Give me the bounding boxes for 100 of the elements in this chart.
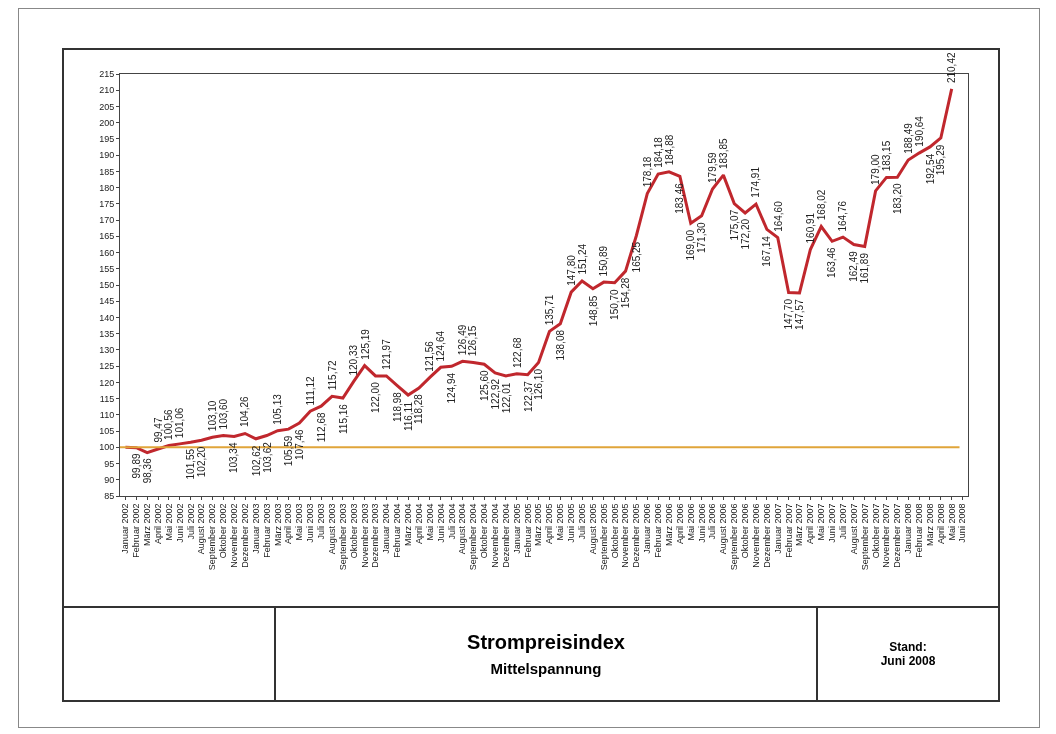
x-tick-label: Februar 2006	[653, 503, 664, 558]
data-label: 121,56	[424, 340, 436, 372]
data-label: 122,01	[500, 382, 512, 414]
x-tick-label: Juli 2006	[707, 503, 718, 540]
x-tick-label: Dezember 2004	[500, 503, 511, 568]
y-tick-label: 130	[99, 345, 115, 356]
y-tick-label: 120	[99, 377, 115, 388]
x-tick-label: Oktober 2007	[870, 503, 881, 559]
data-label: 100,56	[162, 408, 174, 440]
x-tick-label: August 2006	[718, 503, 729, 555]
x-tick-label: Juli 2004	[446, 503, 457, 540]
data-label: 104,26	[239, 395, 251, 428]
data-label: 126,15	[467, 325, 479, 357]
y-tick-label: 145	[99, 296, 115, 307]
x-tick-label: Februar 2003	[261, 503, 272, 558]
data-label: 147,80	[565, 254, 577, 286]
data-label: 112,68	[315, 412, 327, 443]
x-tick-label: Mai 2008	[946, 503, 957, 541]
y-tick-label: 110	[99, 410, 115, 420]
data-label: 103,34	[228, 442, 240, 474]
y-tick-label: 200	[99, 117, 115, 128]
x-tick-label: Oktober 2006	[740, 503, 751, 559]
x-tick-label: August 2004	[457, 503, 468, 555]
data-label: 192,54	[924, 153, 936, 185]
data-label: 183,20	[891, 183, 903, 215]
x-tick-label: März 2007	[794, 503, 805, 547]
x-tick-label: März 2003	[272, 503, 283, 547]
data-label: 125,60	[478, 369, 490, 401]
x-tick-label: Juni 2003	[305, 503, 316, 543]
x-tick-label: August 2007	[848, 503, 859, 555]
data-label: 138,08	[555, 329, 567, 361]
y-tick-label: 170	[99, 215, 115, 226]
x-tick-label: November 2007	[881, 503, 892, 568]
data-label: 183,46	[674, 182, 686, 214]
x-tick-label: Dezember 2007	[892, 503, 903, 568]
x-tick-label: Mai 2002	[163, 503, 174, 541]
y-tick-label: 210	[99, 85, 115, 96]
data-label: 151,24	[576, 243, 588, 275]
x-tick-label: April 2002	[152, 503, 163, 545]
x-tick-label: Juli 2002	[185, 503, 196, 540]
y-tick-label: 85	[104, 491, 115, 502]
text: Mittelspannung	[490, 660, 602, 677]
data-label: 171,30	[696, 221, 708, 253]
data-label: 102,20	[195, 446, 207, 478]
x-tick-label: April 2007	[805, 503, 816, 545]
x-tick-label: Juni 2006	[696, 503, 707, 543]
data-label: 150,89	[598, 245, 610, 277]
x-tick-label: November 2006	[750, 503, 761, 568]
x-tick-label: November 2003	[359, 503, 370, 568]
data-label: 190,64	[913, 115, 925, 147]
y-tick-label: 155	[99, 263, 115, 274]
data-label: 101,55	[184, 448, 196, 480]
x-tick-label: November 2005	[620, 503, 631, 568]
x-tick-label: April 2004	[413, 503, 424, 545]
x-tick-label: Februar 2004	[392, 503, 403, 558]
y-tick-label: 160	[99, 247, 115, 258]
data-label: 150,70	[609, 288, 621, 320]
data-label: 135,71	[543, 294, 555, 326]
data-label: 164,76	[837, 200, 849, 232]
x-tick-label: Januar 2002	[120, 503, 131, 554]
data-label: 99,47	[152, 417, 164, 443]
x-tick-label: Juli 2007	[837, 503, 848, 540]
y-tick-label: 125	[99, 361, 115, 372]
data-label: 118,98	[391, 391, 403, 422]
data-label: 122,37	[522, 380, 534, 412]
data-label: 124,94	[445, 372, 457, 404]
y-tick-label: 190	[99, 150, 115, 161]
data-label: 174,91	[750, 166, 762, 198]
data-label: 184,18	[652, 136, 664, 168]
text: Stand: Juni 2008	[880, 640, 936, 668]
data-label: 148,85	[587, 295, 599, 327]
data-label: 169,00	[684, 229, 696, 261]
data-label: 147,57	[794, 298, 806, 330]
x-tick-label: September 2003	[337, 503, 348, 571]
data-label: 160,91	[805, 212, 817, 244]
data-label: 125,19	[359, 328, 371, 360]
x-tick-label: März 2005	[533, 503, 544, 547]
x-tick-label: Juni 2004	[435, 503, 446, 543]
y-tick-label: 135	[99, 328, 115, 339]
x-tick-label: Mai 2003	[294, 503, 305, 541]
data-label: 101,06	[174, 407, 186, 439]
y-tick-label: 105	[99, 426, 115, 437]
data-label: 147,70	[782, 298, 794, 330]
x-tick-label: April 2005	[544, 503, 555, 545]
x-tick-label: November 2004	[490, 503, 500, 568]
x-tick-label: April 2006	[674, 503, 685, 545]
data-label: 195,29	[935, 144, 947, 176]
data-label: 98,36	[142, 457, 154, 484]
x-tick-label: Mai 2006	[685, 503, 696, 541]
data-label: 167,14	[761, 235, 773, 267]
x-tick-label: Oktober 2002	[218, 503, 229, 559]
data-label: 120,33	[347, 344, 359, 376]
x-tick-label: April 2008	[935, 503, 946, 545]
x-tick-label: August 2002	[196, 503, 207, 555]
x-tick-label: Juni 2005	[566, 503, 577, 543]
x-tick-label: Januar 2007	[772, 503, 783, 554]
x-tick-label: Mai 2007	[816, 503, 827, 541]
data-label: 179,59	[707, 151, 719, 183]
data-label: 107,46	[293, 428, 305, 460]
data-label: 103,60	[218, 398, 230, 430]
